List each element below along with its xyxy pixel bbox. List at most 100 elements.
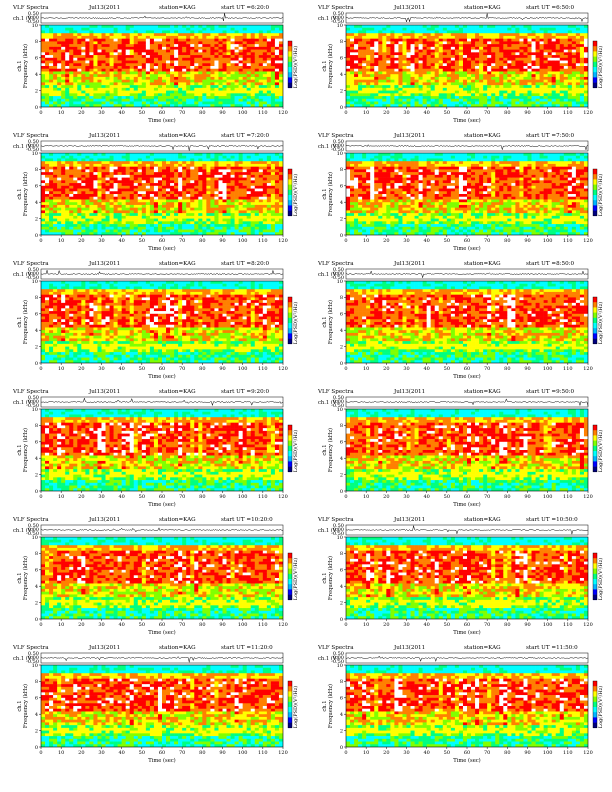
- colorbar-segment: [288, 584, 292, 590]
- ch1-tick-label: -0.50: [26, 531, 39, 537]
- spectrogram-heatmap: [41, 153, 283, 235]
- x-tick-label: 10: [58, 622, 64, 628]
- spectrogram-panel: VLF Spectra Jul13(2011 station=KAG start UT…: [308, 386, 604, 513]
- ch1-tick-label: 0.00: [28, 399, 39, 405]
- y-tick-label: 0: [340, 105, 343, 111]
- x-tick-label: 60: [464, 494, 470, 500]
- y-tick-label: 6: [35, 56, 38, 62]
- x-tick-label: 120: [583, 238, 593, 244]
- ch1-tick-label: -0.50: [331, 403, 344, 409]
- ch1-tick-label: -0.50: [331, 147, 344, 153]
- x-tick-label: 100: [238, 750, 248, 756]
- x-tick-label: 40: [118, 750, 124, 756]
- x-tick-label: 90: [524, 366, 530, 372]
- x-tick-label: 60: [159, 494, 165, 500]
- x-tick-label: 10: [58, 494, 64, 500]
- ch1-tick-label: -0.50: [26, 275, 39, 281]
- x-tick-label: 30: [98, 238, 104, 244]
- panel-start-time: start UT =7:50:0: [526, 132, 574, 140]
- y-tick-label: 4: [35, 584, 38, 590]
- ch1-tick-label: 0.50: [28, 11, 39, 17]
- y-tick-label: 8: [35, 423, 38, 429]
- y-tick-label: 0: [35, 233, 38, 239]
- colorbar-segment: [593, 205, 597, 211]
- y-tick-label: 8: [340, 39, 343, 45]
- x-axis-label: Time (sec): [453, 757, 480, 764]
- colorbar-segment: [288, 184, 292, 191]
- y-tick-label: 4: [340, 200, 343, 206]
- x-tick-label: 40: [423, 494, 429, 500]
- ch-label: ch.1: [17, 60, 23, 71]
- ch1-axis-label: ch.1 (V): [13, 399, 34, 406]
- x-tick-label: 30: [403, 622, 409, 628]
- x-axis-label: Time (sec): [453, 373, 480, 380]
- panel-date: Jul13(2011: [89, 388, 120, 396]
- x-tick-label: 70: [484, 622, 490, 628]
- colorbar-segment: [593, 712, 597, 718]
- ch1-axis-label: ch.1 (V): [13, 271, 34, 278]
- x-tick-label: 110: [258, 366, 268, 372]
- x-tick-label: 120: [278, 366, 288, 372]
- colorbar-segment: [593, 451, 597, 457]
- y-tick-label: 4: [35, 456, 38, 462]
- x-tick-label: 120: [583, 110, 593, 116]
- x-tick-label: 40: [118, 110, 124, 116]
- y-axis-label: Frequency (kHz): [327, 44, 334, 88]
- colorbar-segment: [288, 56, 292, 63]
- ch-label: ch.1: [322, 188, 328, 199]
- x-tick-label: 20: [78, 366, 84, 372]
- y-axis-label: Frequency (kHz): [22, 428, 29, 472]
- y-tick-label: 8: [340, 423, 343, 429]
- ch-label: ch.1: [322, 316, 328, 327]
- x-tick-label: 120: [583, 366, 593, 372]
- x-tick-label: 100: [543, 110, 553, 116]
- x-tick-label: 10: [58, 238, 64, 244]
- x-tick-label: 20: [383, 110, 389, 116]
- colorbar-segment: [288, 563, 292, 569]
- x-axis-label: Time (sec): [453, 245, 480, 252]
- x-tick-label: 70: [484, 110, 490, 116]
- y-axis-label: Frequency (kHz): [22, 44, 29, 88]
- colorbar-segment: [288, 430, 292, 436]
- x-tick-label: 20: [78, 110, 84, 116]
- x-axis-label: Time (sec): [453, 117, 480, 124]
- x-tick-label: 110: [563, 494, 573, 500]
- colorbar-segment: [593, 435, 597, 441]
- colorbar-segment: [288, 302, 292, 308]
- panel-date: Jul13(2011: [89, 644, 120, 652]
- ch1-axis-label: ch.1 (V): [318, 655, 339, 662]
- y-tick-label: 6: [340, 184, 343, 190]
- x-tick-label: 100: [543, 366, 553, 372]
- x-tick-label: 90: [524, 750, 530, 756]
- colorbar-frame: [287, 296, 293, 344]
- panel-title: VLF Spectra: [13, 644, 49, 652]
- x-tick-label: 50: [139, 750, 145, 756]
- ch1-tick-label: 0.50: [333, 139, 344, 145]
- colorbar-segment: [593, 440, 597, 447]
- x-tick-label: 10: [58, 366, 64, 372]
- x-tick-label: 0: [39, 494, 42, 500]
- waveform-frame: [345, 652, 589, 664]
- colorbar-segment: [288, 553, 292, 559]
- x-tick-label: 0: [344, 366, 347, 372]
- y-tick-label: 0: [340, 361, 343, 367]
- panel-start-time: start UT =7:20:0: [221, 132, 269, 140]
- x-tick-label: 50: [444, 110, 450, 116]
- colorbar-frame: [287, 168, 293, 216]
- ch1-waveform: [40, 656, 284, 663]
- x-tick-label: 80: [504, 494, 510, 500]
- colorbar-segment: [288, 435, 292, 441]
- x-tick-label: 20: [383, 366, 389, 372]
- x-tick-label: 60: [464, 238, 470, 244]
- colorbar-segment: [593, 573, 597, 580]
- ch1-waveform: [40, 269, 284, 275]
- ch1-tick-label: 0.00: [28, 655, 39, 661]
- colorbar-label: Log(PSD)(V²/Hz): [597, 302, 604, 344]
- x-tick-label: 90: [219, 750, 225, 756]
- colorbar-segment: [593, 589, 597, 595]
- x-tick-label: 40: [423, 110, 429, 116]
